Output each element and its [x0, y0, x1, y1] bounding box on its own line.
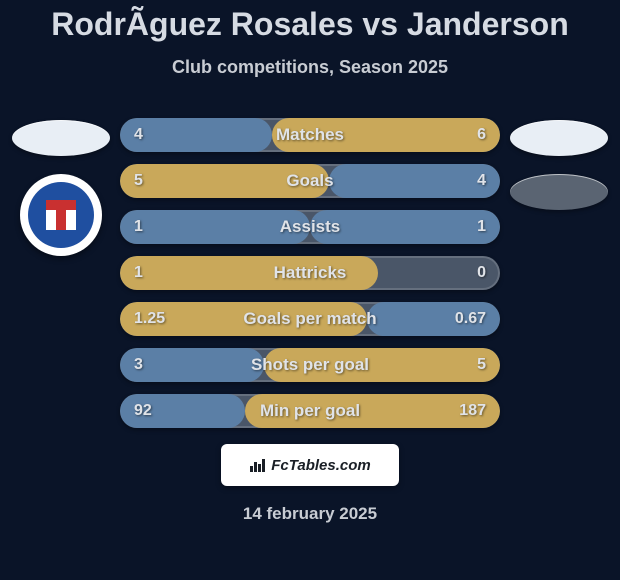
stat-value-left: 92 [134, 402, 152, 420]
stat-label: Hattricks [274, 263, 347, 283]
left-club-crest [20, 174, 102, 256]
crest-label [28, 182, 94, 248]
stat-row: 92 187 Min per goal [120, 394, 500, 428]
attribution-text: FcTables.com [271, 457, 370, 474]
left-team-logos [6, 120, 116, 256]
stat-value-right: 4 [477, 172, 486, 190]
subtitle: Club competitions, Season 2025 [0, 57, 620, 78]
stat-value-left: 5 [134, 172, 143, 190]
stat-value-left: 3 [134, 356, 143, 374]
stat-value-right: 0.67 [455, 310, 486, 328]
stat-value-right: 0 [477, 264, 486, 282]
attribution-badge[interactable]: FcTables.com [221, 444, 399, 486]
stat-label: Goals per match [243, 309, 376, 329]
stat-value-left: 4 [134, 126, 143, 144]
stats-container: 4 6 Matches 5 4 Goals 1 1 Assists 1 0 Hattricks 1.25… [120, 118, 500, 428]
stat-value-left: 1 [134, 264, 143, 282]
stat-label: Assists [280, 217, 340, 237]
right-club-pill [510, 174, 608, 210]
page-title: RodrÃ­guez Rosales vs Janderson [0, 0, 620, 43]
stat-value-left: 1.25 [134, 310, 165, 328]
stat-value-right: 5 [477, 356, 486, 374]
stat-row: 3 5 Shots per goal [120, 348, 500, 382]
date-label: 14 february 2025 [0, 504, 620, 524]
stat-row: 5 4 Goals [120, 164, 500, 198]
right-federation-pill [510, 120, 608, 156]
right-team-logos [504, 120, 614, 210]
stat-value-right: 187 [459, 402, 486, 420]
stat-row: 1 1 Assists [120, 210, 500, 244]
left-federation-pill [12, 120, 110, 156]
stat-value-right: 1 [477, 218, 486, 236]
stat-label: Min per goal [260, 401, 360, 421]
stat-label: Goals [286, 171, 333, 191]
stat-row: 4 6 Matches [120, 118, 500, 152]
stat-value-right: 6 [477, 126, 486, 144]
stat-fill-right [329, 164, 500, 198]
comparison-card: RodrÃ­guez Rosales vs Janderson Club com… [0, 0, 620, 580]
stat-row: 1 0 Hattricks [120, 256, 500, 290]
stat-label: Shots per goal [251, 355, 369, 375]
bars-icon [249, 457, 265, 473]
stat-value-left: 1 [134, 218, 143, 236]
stat-row: 1.25 0.67 Goals per match [120, 302, 500, 336]
stat-label: Matches [276, 125, 344, 145]
